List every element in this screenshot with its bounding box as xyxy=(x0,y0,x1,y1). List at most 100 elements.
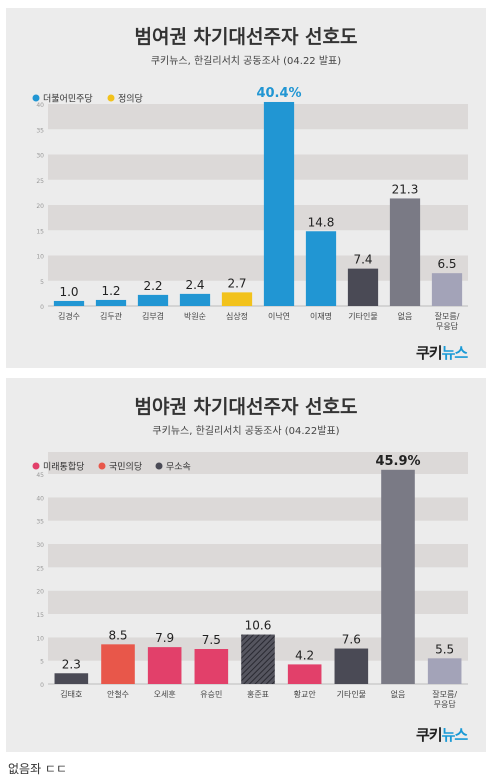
legend-marker xyxy=(155,462,163,470)
grid-band xyxy=(48,129,468,155)
category-label: 이낙연 xyxy=(268,311,290,321)
chart-panel-top: 범여권 차기대선주자 선호도 쿠키뉴스, 한길리서치 공동조사 (04.22 발… xyxy=(6,8,486,368)
value-label: 4.2 xyxy=(295,648,314,662)
category-label: 안철수 xyxy=(107,689,129,699)
value-label: 2.4 xyxy=(185,278,204,292)
bar xyxy=(147,647,182,684)
value-label: 1.2 xyxy=(101,284,120,298)
grid-band xyxy=(48,614,468,638)
y-tick-label: 0 xyxy=(40,682,44,689)
category-label: 없음 xyxy=(398,312,413,321)
value-label: 2.7 xyxy=(227,276,246,290)
legend-label: 미래통합당 xyxy=(43,462,84,473)
grid-band xyxy=(48,154,468,180)
y-tick-label: 10 xyxy=(36,635,44,642)
legend-label: 정의당 xyxy=(118,94,143,105)
category-label: 오세훈 xyxy=(154,689,176,699)
y-tick-label: 35 xyxy=(36,519,44,526)
grid-band xyxy=(48,104,468,130)
y-tick-label: 35 xyxy=(36,127,44,134)
y-tick-label: 0 xyxy=(40,304,44,311)
category-label: 김태호 xyxy=(60,689,82,699)
legend-marker xyxy=(98,462,106,470)
category-label: 잘모름/ xyxy=(432,690,457,699)
logo-accent-text: 뉴스 xyxy=(441,344,469,362)
category-label: 김두관 xyxy=(100,311,123,321)
legend-marker xyxy=(32,94,40,102)
grid-band xyxy=(48,567,468,591)
bar xyxy=(389,198,421,306)
category-label: 무응답 xyxy=(436,321,459,331)
chart-plot-bottom: 0 5 10 15 20 25 30 35 40 45 2.3 김태호 8.5 안철수 7.9 오세훈 7.5 유… xyxy=(32,452,468,709)
value-label: 5.5 xyxy=(435,642,454,656)
grid-band xyxy=(48,82,468,104)
bar xyxy=(381,469,415,684)
y-tick-label: 15 xyxy=(36,612,44,619)
category-label: 이재명 xyxy=(310,311,332,321)
bar xyxy=(179,293,211,306)
bar xyxy=(427,658,462,684)
chart-title: 범여권 차기대선주자 선호도 xyxy=(134,26,358,48)
value-label: 2.2 xyxy=(143,279,162,293)
y-tick-label: 20 xyxy=(36,203,44,210)
bar xyxy=(305,231,337,306)
bar xyxy=(54,673,89,684)
chart-panel-bottom: 범야권 차기대선주자 선호도 쿠키뉴스, 한길리서치 공동조사 (04.22발표… xyxy=(6,378,486,752)
legend-marker xyxy=(107,94,115,102)
value-label: 7.4 xyxy=(353,253,372,267)
y-tick-label: 15 xyxy=(36,228,44,235)
y-tick-label: 5 xyxy=(40,279,44,286)
category-label: 무응답 xyxy=(434,699,457,709)
value-label: 40.4% xyxy=(256,86,301,101)
y-tick-label: 20 xyxy=(36,589,44,596)
grid-band xyxy=(48,497,468,521)
y-tick-label: 30 xyxy=(36,153,44,160)
value-label: 7.6 xyxy=(342,633,361,647)
value-label: 7.5 xyxy=(202,633,221,647)
value-label: 1.0 xyxy=(59,285,78,299)
value-label: 2.3 xyxy=(62,657,81,671)
grid-band xyxy=(48,590,468,614)
value-label: 14.8 xyxy=(308,215,335,229)
category-label: 심상정 xyxy=(226,311,248,321)
category-label: 없음 xyxy=(391,690,406,699)
legend-label: 무소속 xyxy=(166,462,191,473)
y-tick-label: 25 xyxy=(36,178,44,185)
grid-band xyxy=(48,474,468,498)
category-label: 박원순 xyxy=(184,311,206,321)
bar xyxy=(53,300,85,306)
logo-main-text: 쿠키 xyxy=(416,726,443,744)
value-label: 45.9% xyxy=(375,454,420,469)
chart-subtitle: 쿠키뉴스, 한길리서치 공동조사 (04.22발표) xyxy=(152,426,340,437)
y-tick-label: 10 xyxy=(36,254,44,261)
category-label: 황교안 xyxy=(294,689,317,699)
value-label: 6.5 xyxy=(437,257,456,271)
y-tick-label: 5 xyxy=(40,659,44,666)
y-tick-label: 40 xyxy=(36,495,44,502)
y-tick-label: 30 xyxy=(36,542,44,549)
category-label: 김부겸 xyxy=(142,311,164,321)
category-label: 김경수 xyxy=(58,311,80,321)
grid-band xyxy=(48,544,468,568)
legend-label: 국민의당 xyxy=(109,462,142,473)
chart-subtitle: 쿠키뉴스, 한길리서치 공동조사 (04.22 발표) xyxy=(150,56,342,67)
value-label: 8.5 xyxy=(108,628,127,642)
y-tick-label: 40 xyxy=(36,102,44,109)
category-label: 잘모름/ xyxy=(435,312,460,321)
value-label: 21.3 xyxy=(392,182,419,196)
category-label: 기타인물 xyxy=(348,311,377,321)
post-caption: 없음좌 ㄷㄷ xyxy=(8,762,68,776)
grid-band xyxy=(48,452,468,474)
bar xyxy=(287,664,322,684)
bar xyxy=(95,299,127,306)
bar xyxy=(263,101,295,306)
legend-label: 더불어민주당 xyxy=(43,94,93,105)
bar xyxy=(101,644,135,684)
value-label: 10.6 xyxy=(245,619,272,633)
category-label: 기타인물 xyxy=(337,689,366,699)
chart-plot-top: 0 5 10 15 20 25 30 35 40 1.0 김경수 1.2 김두관 2.2 김부겸 2.4 박원순… xyxy=(32,82,468,331)
bar xyxy=(194,649,229,684)
legend-marker xyxy=(32,462,40,470)
category-label: 홍준표 xyxy=(247,689,269,699)
bar xyxy=(334,648,369,684)
